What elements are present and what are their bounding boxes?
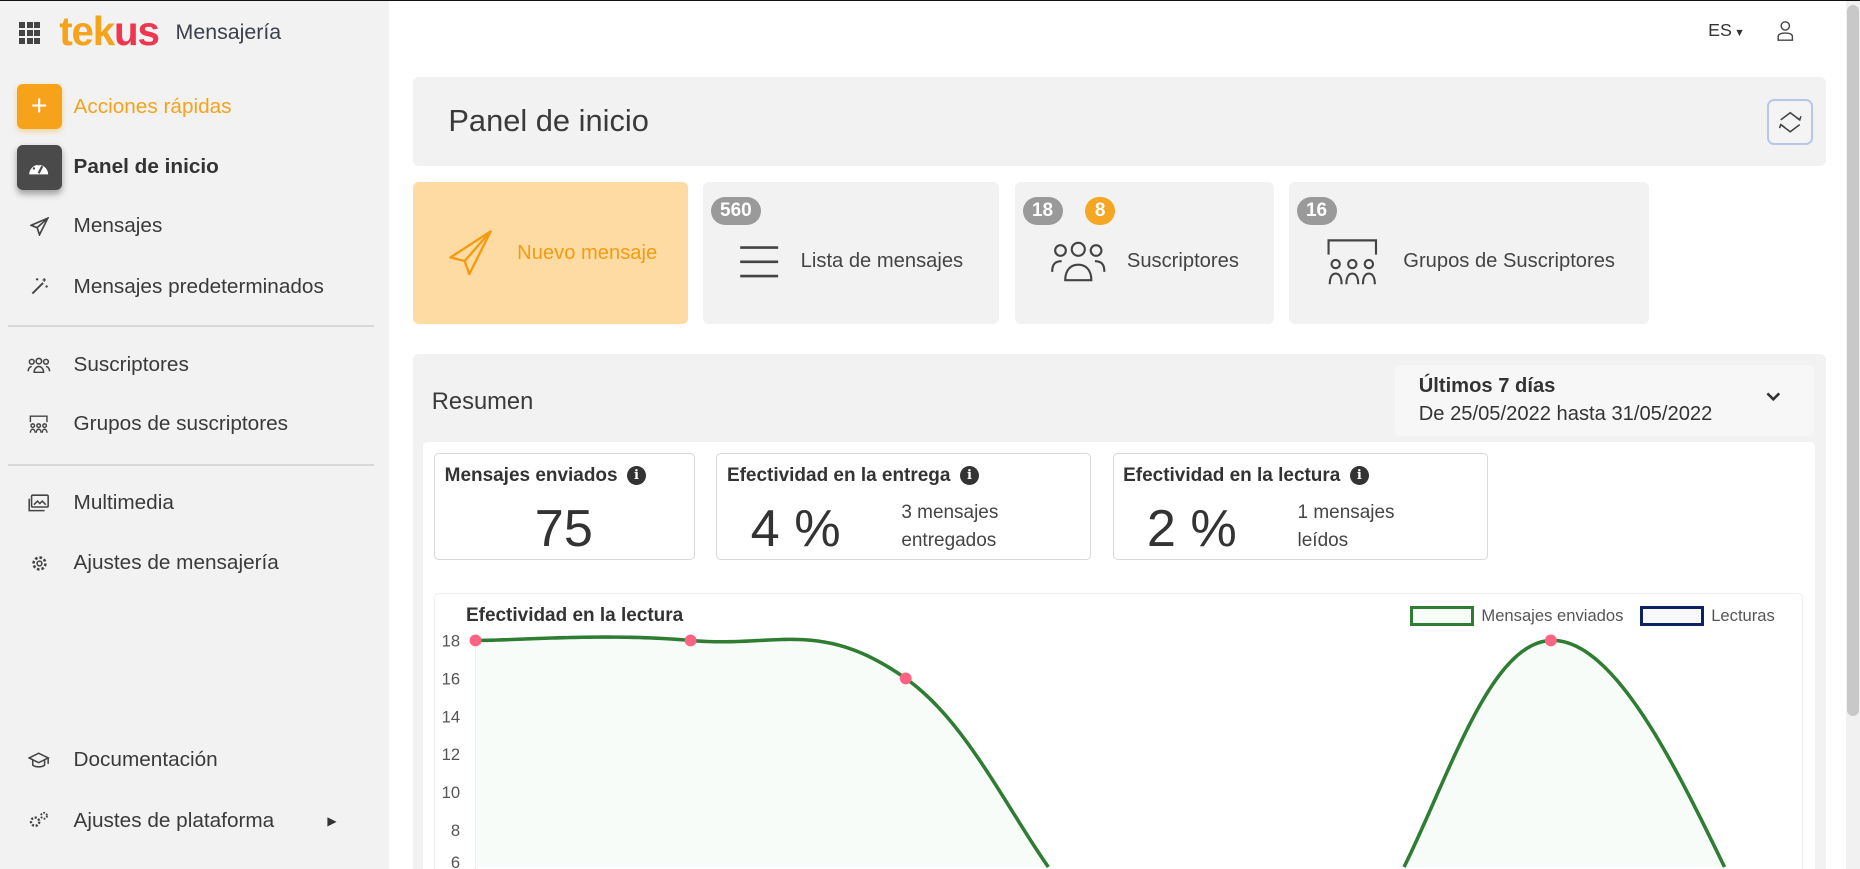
info-icon[interactable]: i xyxy=(627,466,646,486)
sidebar-item-documentacion[interactable]: Documentación xyxy=(0,736,389,783)
page-header: Panel de inicio xyxy=(412,76,1826,166)
list-icon xyxy=(740,245,779,277)
gears-icon xyxy=(0,811,74,830)
legend-label-reads[interactable]: Lecturas xyxy=(1711,605,1775,625)
count-badge: 560 xyxy=(710,196,762,226)
count-badge: 16 xyxy=(1296,196,1337,226)
user-icon[interactable] xyxy=(1777,20,1794,47)
scrollbar[interactable] xyxy=(1845,1,1860,869)
legend-swatch-sent xyxy=(1410,605,1475,626)
app-title: Mensajería xyxy=(175,19,282,44)
caret-right-icon: ▶ xyxy=(327,813,337,828)
sidebar-item-ajustes-de-plataforma[interactable]: Ajustes de plataforma ▶ xyxy=(0,797,389,844)
stat-messages-sent: Mensajes enviados i 75 xyxy=(434,452,696,560)
sidebar-item-grupos-de-suscriptores[interactable]: Grupos de suscriptores xyxy=(0,401,389,448)
caret-down-icon: ▼ xyxy=(1734,26,1745,39)
chart-card: Efectividad en la lectura Mensajes envia… xyxy=(434,592,1804,869)
quick-actions-button[interactable]: + Acciones rápidas xyxy=(0,83,389,130)
images-icon xyxy=(0,494,74,512)
y-tick-label: 8 xyxy=(451,821,460,840)
new-count-badge: 8 xyxy=(1085,196,1115,226)
users-icon xyxy=(1051,241,1106,282)
magic-wand-icon xyxy=(0,277,74,296)
scrollbar-thumb[interactable] xyxy=(1846,4,1859,717)
date-range-dropdown[interactable]: Últimos 7 días De 25/05/2022 hasta 31/05… xyxy=(1394,365,1814,437)
sidebar-item-panel-de-inicio[interactable]: Panel de inicio xyxy=(0,143,389,190)
plus-icon: + xyxy=(16,84,62,130)
info-icon[interactable]: i xyxy=(1349,466,1369,486)
series-area-sent xyxy=(475,636,1767,867)
sidebar-divider xyxy=(8,324,374,328)
user-groups-icon xyxy=(0,415,74,434)
series-line-sent xyxy=(475,635,1727,868)
subscriber-groups-tile[interactable]: 16 Grupos de Suscriptores xyxy=(1289,182,1649,324)
sidebar: tekus Mensajería + Acciones rápidas Pane… xyxy=(0,1,390,869)
language-selector[interactable]: ES ▼ xyxy=(1708,19,1745,40)
stat-read-effectiveness: Efectividad en la lectura i 2 % 1 mensaje… xyxy=(1112,452,1488,560)
paper-plane-icon xyxy=(0,216,74,236)
message-list-tile[interactable]: 560 Lista de mensajes xyxy=(703,182,999,324)
y-tick-label: 16 xyxy=(442,669,460,688)
user-groups-icon xyxy=(1327,238,1378,284)
data-point xyxy=(1545,634,1557,647)
y-tick-label: 12 xyxy=(442,745,460,764)
refresh-icon xyxy=(1778,111,1802,133)
apps-grid-icon[interactable] xyxy=(18,22,41,44)
users-icon xyxy=(0,357,74,374)
stat-delivery-effectiveness: Efectividad en la entrega i 4 % 3 mensaje… xyxy=(716,452,1092,560)
sidebar-item-mensajes-predeterminados[interactable]: Mensajes predeterminados xyxy=(0,263,389,310)
count-badge: 18 xyxy=(1022,196,1063,226)
legend-swatch-reads xyxy=(1640,605,1705,626)
dashboard-icon xyxy=(16,144,62,190)
line-chart: 18 16 14 12 10 8 6 xyxy=(442,631,1767,869)
sidebar-item-ajustes-de-mensajeria[interactable]: Ajustes de mensajería xyxy=(0,540,389,587)
tekus-logo: tekus xyxy=(59,8,160,55)
paper-plane-icon xyxy=(449,230,493,276)
info-icon[interactable]: i xyxy=(959,466,979,486)
new-message-tile[interactable]: Nuevo mensaje xyxy=(412,182,688,324)
chart-title: Efectividad en la lectura xyxy=(465,604,684,626)
data-point xyxy=(684,634,697,647)
data-point xyxy=(469,634,482,647)
gear-icon xyxy=(0,554,74,573)
chevron-down-icon xyxy=(1766,392,1781,402)
subscribers-tile[interactable]: 18 8 Suscriptores xyxy=(1015,182,1274,324)
summary-title: Resumen xyxy=(431,388,534,415)
y-tick-label: 18 xyxy=(442,631,460,650)
y-tick-label: 6 xyxy=(451,853,460,869)
data-point xyxy=(899,672,912,685)
sidebar-item-mensajes[interactable]: Mensajes xyxy=(0,203,389,250)
y-tick-label: 10 xyxy=(442,783,460,802)
legend-label-sent[interactable]: Mensajes enviados xyxy=(1481,605,1624,625)
chart-legend: Mensajes enviados Lecturas xyxy=(1410,605,1775,626)
page-title: Panel de inicio xyxy=(448,103,649,138)
sidebar-item-suscriptores[interactable]: Suscriptores xyxy=(0,341,389,388)
sidebar-item-multimedia[interactable]: Multimedia xyxy=(0,479,389,526)
y-tick-label: 14 xyxy=(442,707,460,726)
refresh-button[interactable] xyxy=(1767,99,1813,145)
graduation-cap-icon xyxy=(0,752,74,769)
sidebar-divider xyxy=(8,463,374,466)
